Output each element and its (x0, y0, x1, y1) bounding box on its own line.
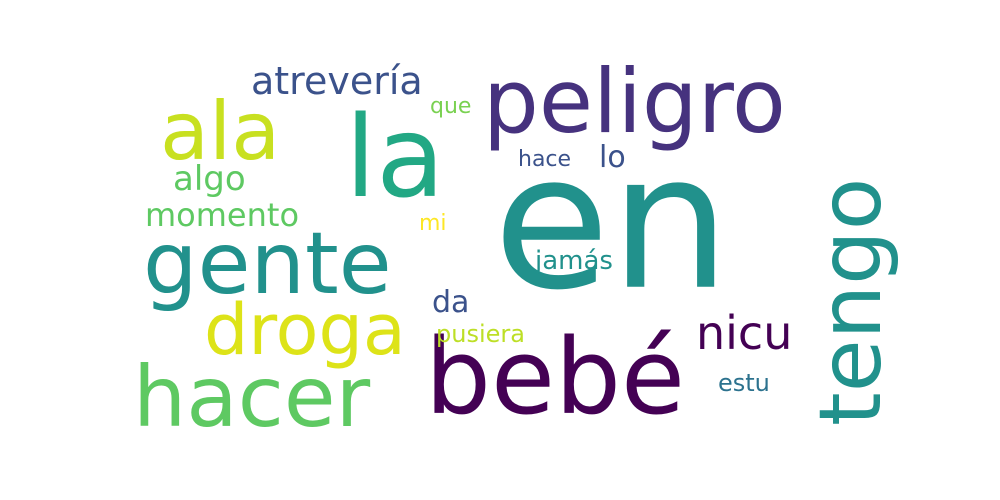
word-ala: ala (160, 85, 281, 178)
word-peligro: peligro (483, 50, 786, 153)
word-mi: mi (419, 211, 447, 236)
word-tengo: tengo (801, 177, 902, 426)
word-atreveria: atrevería (251, 59, 423, 103)
word-bebe: bebé (425, 316, 685, 438)
word-hacer: hacer (133, 348, 371, 446)
word-gente: gente (143, 214, 392, 314)
word-da: da (432, 285, 470, 320)
word-pusiera: pusiera (436, 320, 525, 348)
word-estu: estu (718, 369, 770, 397)
word-algo: algo (173, 159, 246, 199)
word-lo: lo (599, 140, 626, 175)
word-en: en (493, 114, 731, 331)
word-momento: momento (145, 196, 300, 234)
word-hace: hace (518, 147, 572, 172)
word-nicu: nicu (696, 306, 793, 360)
word-jamas: jamás (535, 246, 613, 276)
word-droga: droga (204, 289, 406, 371)
word-que: que (430, 94, 472, 119)
word-la: la (345, 93, 445, 223)
